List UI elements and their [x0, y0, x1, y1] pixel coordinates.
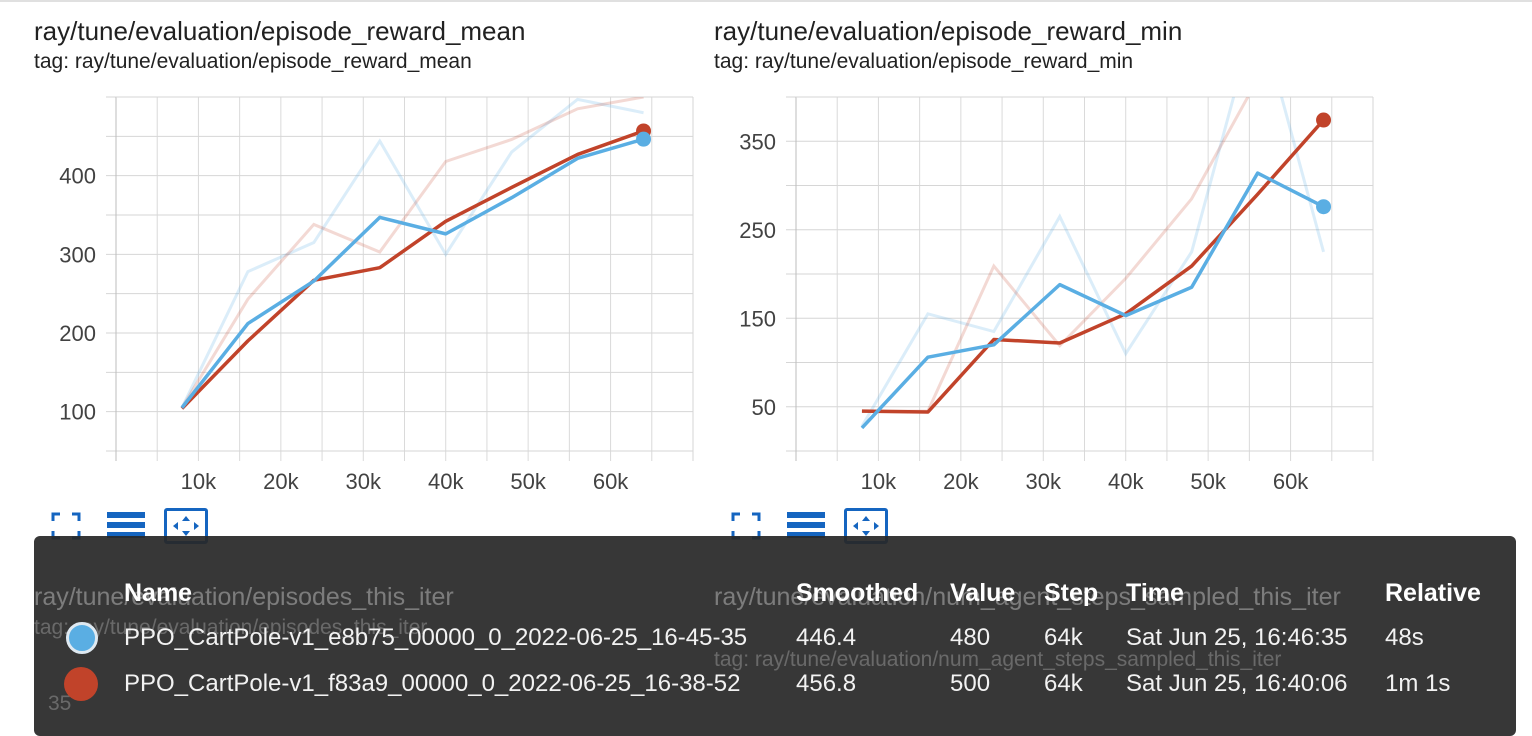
series-smoothed-line-1: [860, 171, 1325, 430]
header-relative: Relative: [1385, 579, 1481, 607]
row-smoothed: 456.8: [796, 670, 857, 697]
row-step: 64k: [1044, 624, 1083, 651]
series-raw-line-1: [180, 97, 644, 409]
x-tick-label: 30k: [1026, 469, 1062, 494]
header-name: Name: [124, 579, 193, 607]
chart-title: ray/tune/evaluation/episode_reward_min: [714, 16, 1183, 46]
y-tick-label: 300: [59, 242, 96, 267]
y-tick-label: 100: [59, 400, 96, 425]
row-relative: 48s: [1385, 624, 1424, 651]
fullscreen-icon[interactable]: [44, 508, 88, 544]
series-raw-line-2: [861, 97, 1250, 413]
header-step: Step: [1044, 579, 1099, 607]
behind-chart-ytick: 35: [48, 692, 72, 715]
chart-tag: tag: ray/tune/evaluation/episode_reward_…: [34, 50, 472, 73]
row-name: PPO_CartPole-v1_e8b75_00000_0_2022-06-25…: [124, 624, 748, 651]
row-time: Sat Jun 25, 16:40:06: [1126, 670, 1348, 697]
series-end-point-1: [636, 131, 652, 147]
series-raw-line-2: [180, 97, 644, 409]
plot-area: [860, 97, 1325, 430]
line-chart-reward-min[interactable]: 10k 20k 30k 40k 50k 60k 50 150 250 350: [680, 0, 1400, 540]
behind-chart-tag-left: tag: ray/tune/evaluation/episodes_this_i…: [34, 616, 428, 639]
data-table-icon[interactable]: [784, 508, 828, 544]
y-tick-label: 250: [739, 218, 776, 243]
x-tick-label: 40k: [428, 469, 464, 494]
header-smoothed: Smoothed: [796, 579, 919, 607]
x-tick-label: 60k: [1273, 469, 1309, 494]
row-value: 500: [950, 670, 991, 697]
x-tick-label: 40k: [1108, 469, 1144, 494]
plot-area: [180, 97, 645, 410]
x-tick-label: 50k: [510, 469, 546, 494]
line-chart-reward-mean[interactable]: 10k 20k 30k 40k 50k 60k 100 200 300 400: [0, 0, 700, 540]
behind-chart-tag-right: tag: ray/tune/evaluation/num_agent_steps…: [714, 648, 1282, 671]
x-tick-label: 20k: [943, 469, 979, 494]
series-color-dot: [64, 667, 98, 701]
series-end-point-1: [1316, 199, 1332, 215]
row-relative: 1m 1s: [1385, 670, 1451, 697]
fullscreen-icon[interactable]: [724, 508, 768, 544]
behind-chart-title-right: ray/tune/evaluation/num_agent_steps_samp…: [714, 583, 1341, 611]
series-raw-line-1: [860, 97, 1325, 427]
x-tick-label: 10k: [181, 469, 217, 494]
hover-tooltip: ray/tune/evaluation/episodes_this_iter t…: [34, 536, 1516, 736]
y-tick-label: 350: [739, 129, 776, 154]
x-tick-label: 20k: [263, 469, 299, 494]
y-tick-label: 200: [59, 321, 96, 346]
row-time: Sat Jun 25, 16:46:35: [1126, 624, 1348, 651]
x-tick-label: 30k: [346, 469, 382, 494]
row-smoothed: 446.4: [796, 624, 857, 651]
row-name: PPO_CartPole-v1_f83a9_00000_0_2022-06-25…: [124, 670, 741, 697]
y-tick-label: 150: [739, 306, 776, 331]
y-tick-label: 50: [752, 395, 776, 420]
y-tick-label: 400: [59, 164, 96, 189]
series-end-point-2: [1316, 112, 1332, 128]
series-color-dot: [66, 622, 98, 654]
series-smoothed-line-2: [861, 118, 1325, 414]
top-divider: [0, 0, 1532, 2]
header-value: Value: [950, 579, 1016, 607]
chart-card-reward-min: ray/tune/evaluation/episode_reward_min t…: [680, 0, 1400, 544]
x-tick-label: 60k: [593, 469, 629, 494]
series-smoothed-line-2: [180, 129, 645, 410]
header-time: Time: [1126, 579, 1184, 607]
chart-card-reward-mean: ray/tune/evaluation/episode_reward_mean …: [0, 0, 700, 544]
x-tick-label: 50k: [1190, 469, 1226, 494]
series-smoothed-line-1: [180, 137, 645, 409]
behind-chart-title-left: ray/tune/evaluation/episodes_this_iter: [34, 583, 454, 611]
data-table-icon[interactable]: [104, 508, 148, 544]
chart-tag: tag: ray/tune/evaluation/episode_reward_…: [714, 50, 1134, 73]
row-value: 480: [950, 624, 991, 651]
row-step: 64k: [1044, 670, 1083, 697]
chart-title: ray/tune/evaluation/episode_reward_mean: [34, 16, 526, 46]
x-tick-label: 10k: [861, 469, 897, 494]
